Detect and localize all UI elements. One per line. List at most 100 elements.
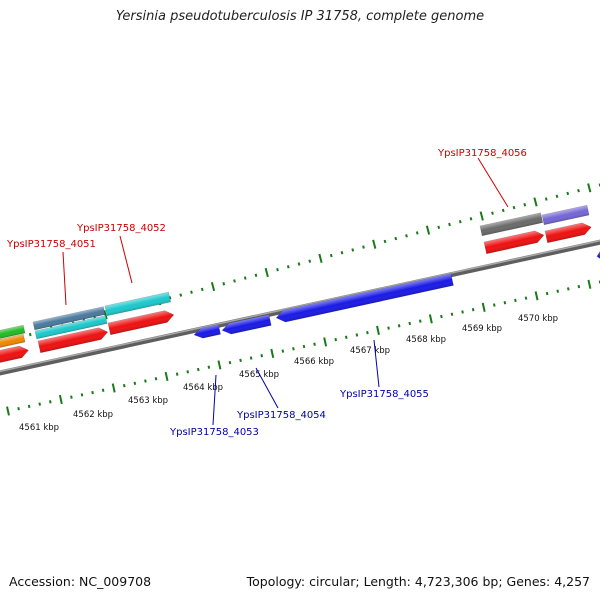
minor-tick [196,367,200,372]
kbp-label: 4568 kbp [406,335,446,345]
major-tick [164,371,169,382]
minor-tick [344,335,348,339]
major-tick [318,253,323,263]
kbp-label: 4567 kbp [350,346,390,356]
kbp-label: 4564 kbp [183,383,223,393]
minor-tick [387,326,390,330]
major-tick [587,183,592,193]
minor-tick [405,234,408,238]
gene-red-4051[interactable] [37,326,109,354]
minor-tick [233,279,236,283]
minor-tick [362,245,365,249]
major-tick [103,310,108,320]
kbp-label: 4566 kbp [294,357,334,367]
major-tick [425,225,431,235]
minor-tick [297,262,301,266]
gene-blue-right-edge[interactable] [596,249,600,261]
minor-tick [80,393,84,397]
minor-tick [448,222,451,227]
minor-tick [340,251,344,255]
minor-tick [415,231,419,235]
minor-tick [243,276,247,280]
minor-tick [91,390,94,395]
gene-4054[interactable] [221,314,272,336]
gene-green[interactable] [0,324,26,341]
gene-label-4055[interactable]: YpsIP31758_4055 [339,389,429,400]
major-tick [372,239,377,249]
major-tick [111,383,116,393]
minor-tick [397,324,401,328]
minor-tick [122,383,126,388]
minor-tick [577,284,581,289]
minor-tick [200,287,204,292]
minor-tick [308,259,312,263]
kbp-label: 4563 kbp [128,396,168,406]
kbp-label: 4562 kbp [73,410,113,420]
minor-tick [101,388,105,392]
gene-label-4052[interactable]: YpsIP31758_4052 [76,223,166,234]
minor-tick [222,282,226,286]
gene-labels: YpsIP31758_4051 YpsIP31758_4052 YpsIP317… [6,148,527,438]
minor-tick [366,331,369,335]
gene-4053[interactable] [193,324,221,339]
minor-tick [514,298,517,303]
minor-tick [437,225,441,230]
gene-label-4051[interactable]: YpsIP31758_4051 [6,239,96,250]
minor-tick [207,365,211,369]
gene-4056[interactable] [479,212,544,237]
gene-lavender[interactable] [541,204,590,226]
minor-tick [555,194,559,198]
minor-tick [440,314,443,319]
minor-tick [329,253,333,258]
major-tick [6,406,10,416]
gene-red-left-edge[interactable] [0,344,30,365]
gene-label-4054[interactable]: YpsIP31758_4054 [236,410,326,421]
minor-tick [566,287,570,291]
minor-tick [168,296,172,300]
major-tick [376,325,380,335]
minor-tick [501,208,505,213]
major-tick [217,360,222,370]
minor-tick [27,404,31,409]
gene-red-4056[interactable] [483,229,545,255]
gene-orange[interactable] [0,333,26,350]
topology-text: Topology: circular; Length: 4,723,306 bp… [246,574,590,589]
major-tick [479,211,484,221]
minor-tick [260,354,264,358]
minor-tick [286,265,290,269]
minor-tick [355,333,359,337]
minor-tick [418,319,422,323]
kbp-label: 4569 kbp [462,324,502,334]
major-tick [210,281,216,292]
major-tick [534,291,539,301]
minor-tick [292,347,295,351]
gene-red-right[interactable] [544,221,593,244]
minor-tick [17,407,20,411]
gene-label-4056[interactable]: YpsIP31758_4056 [437,148,527,159]
gene-4052[interactable] [104,291,171,317]
kbp-label: 4561 kbp [19,423,59,433]
gene-label-4053[interactable]: YpsIP31758_4053 [169,427,259,438]
minor-tick [450,312,454,316]
kbp-label: 4565 kbp [239,370,279,380]
minor-tick [38,402,42,406]
minor-tick [545,291,549,296]
gene-red-4052[interactable] [107,309,175,336]
minor-tick [144,379,147,383]
minor-tick [179,293,183,297]
major-tick [481,302,486,312]
minor-tick [334,337,338,342]
gene-cyan-small[interactable] [34,315,108,340]
page-title: Yersinia pseudotuberculosis IP 31758, co… [115,9,485,24]
minor-tick [577,188,580,193]
gene-4051[interactable] [32,306,106,331]
minor-tick [254,273,258,277]
minor-tick [133,381,137,386]
minor-tick [544,197,548,201]
minor-tick [512,205,516,210]
minor-tick [154,377,158,381]
kbp-label: 4570 kbp [518,314,558,324]
gene-4055[interactable] [275,273,454,324]
minor-tick [492,303,496,307]
major-tick [533,197,538,207]
